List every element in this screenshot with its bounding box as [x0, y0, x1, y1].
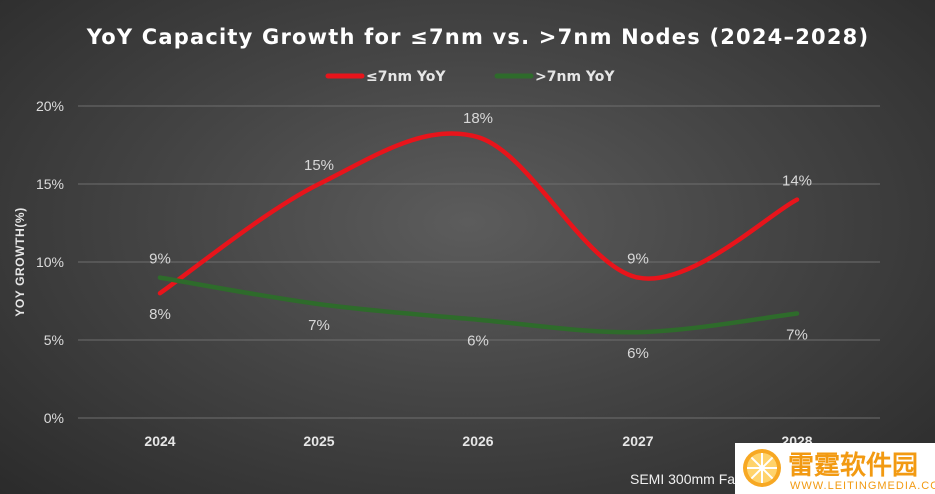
x-tick-label: 2025 [303, 433, 334, 449]
x-tick-label: 2024 [144, 433, 175, 449]
watermark: 雷霆软件园 WWW.LEITINGMEDIA.COM [735, 443, 935, 494]
y-axis-ticks: 0% 5% 10% 15% 20% [36, 98, 64, 426]
data-labels: 8% 15% 18% 9% 14% 9% 7% 6% 6% 7% [149, 110, 812, 362]
x-tick-label: 2027 [622, 433, 653, 449]
series-line-le7nm [157, 131, 800, 296]
x-tick-label: 2026 [462, 433, 493, 449]
data-label: 15% [304, 157, 334, 174]
watermark-name: 雷霆软件园 [788, 451, 918, 481]
data-label: 8% [149, 306, 171, 323]
legend-label-gt7nm: >7nm YoY [535, 69, 615, 85]
y-tick-label: 10% [36, 254, 64, 270]
watermark-url: WWW.LEITINGMEDIA.COM [790, 480, 935, 492]
legend: ≤7nm YoY >7nm YoY [325, 69, 615, 85]
data-label: 14% [782, 173, 812, 190]
gridlines [78, 105, 880, 419]
series-lines [157, 131, 800, 335]
data-label: 6% [627, 345, 649, 362]
source-note: SEMI 300mm Fa [630, 471, 735, 487]
data-label: 18% [463, 110, 493, 127]
series-line-gt7nm [157, 275, 800, 335]
data-label: 9% [627, 251, 649, 268]
data-label: 7% [308, 317, 330, 334]
data-label: 9% [149, 251, 171, 268]
y-tick-label: 5% [44, 332, 64, 348]
y-tick-label: 15% [36, 176, 64, 192]
y-tick-label: 20% [36, 98, 64, 114]
data-label: 7% [786, 326, 808, 343]
data-label: 6% [467, 333, 489, 350]
orange-logo-icon [743, 449, 781, 487]
x-axis-ticks: 2024 2025 2026 2027 2028 [144, 433, 812, 449]
legend-label-le7nm: ≤7nm YoY [366, 69, 446, 85]
y-axis-label: YOY GROWTH(%) [13, 207, 27, 317]
chart-title: YoY Capacity Growth for ≤7nm vs. >7nm No… [86, 25, 870, 49]
y-tick-label: 0% [44, 410, 64, 426]
